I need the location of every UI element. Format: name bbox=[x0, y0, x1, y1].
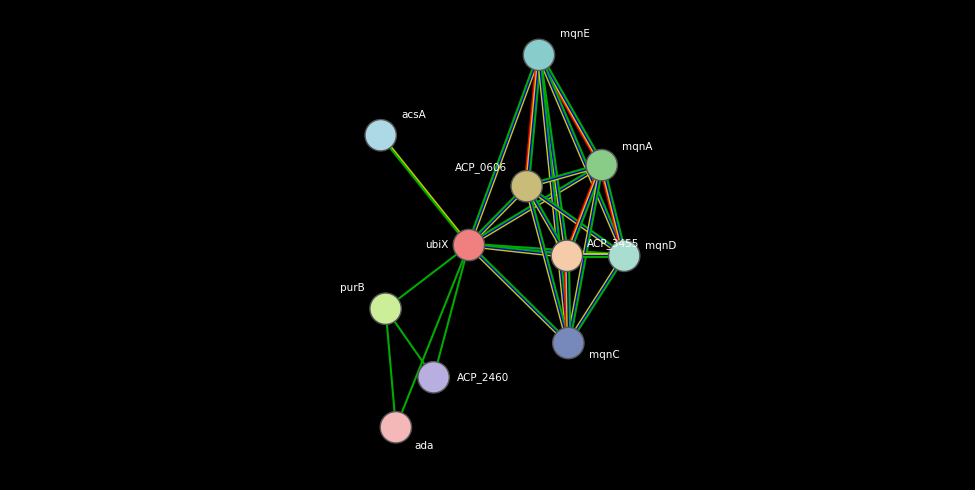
Text: ACP_2460: ACP_2460 bbox=[457, 372, 509, 383]
Circle shape bbox=[380, 412, 411, 443]
Circle shape bbox=[524, 39, 555, 71]
Circle shape bbox=[453, 229, 485, 261]
Text: mqnD: mqnD bbox=[644, 241, 677, 251]
Circle shape bbox=[365, 120, 397, 151]
Text: mqnA: mqnA bbox=[622, 142, 652, 151]
Text: acsA: acsA bbox=[402, 110, 426, 120]
Text: mqnC: mqnC bbox=[589, 350, 620, 360]
Circle shape bbox=[553, 327, 584, 359]
Circle shape bbox=[586, 149, 617, 181]
Text: ACP_3455: ACP_3455 bbox=[587, 239, 639, 249]
Text: ubiX: ubiX bbox=[425, 240, 449, 250]
Text: ada: ada bbox=[414, 441, 434, 451]
Circle shape bbox=[511, 171, 542, 202]
Text: ACP_0606: ACP_0606 bbox=[455, 162, 507, 173]
Text: purB: purB bbox=[340, 283, 365, 293]
Circle shape bbox=[370, 293, 402, 324]
Circle shape bbox=[551, 240, 582, 271]
Circle shape bbox=[418, 362, 449, 393]
Text: mqnE: mqnE bbox=[560, 29, 590, 39]
Circle shape bbox=[608, 240, 640, 271]
